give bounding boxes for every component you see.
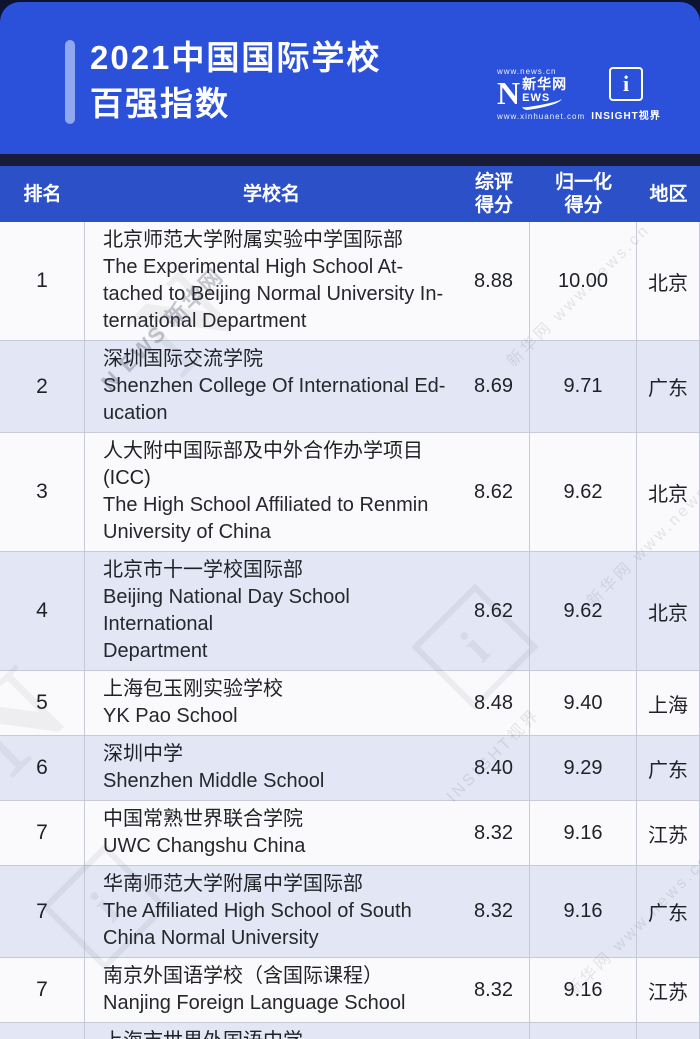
school-name-cn: 南京外国语学校（含国际课程） [103, 965, 383, 987]
rank-value: 7 [0, 866, 85, 957]
school-name-cell: 北京市十一学校国际部 Beijing National Day School I… [85, 552, 458, 670]
rank-value: 7 [0, 958, 85, 1022]
insight-logo: i INSIGHT视界 [590, 67, 662, 122]
column-header-normalized: 归一化 得分 [554, 172, 612, 216]
region-value: 江苏 [637, 801, 700, 865]
title-banner: 2021中国国际学校 百强指数 www.news.cn N 新华网 EWS ww… [0, 2, 700, 154]
column-header-rank: 排名 [23, 183, 62, 205]
region-value: 上海 [637, 1023, 700, 1039]
school-name-en: Shenzhen Middle School [103, 770, 325, 792]
school-name-en: YK Pao School [103, 705, 238, 727]
normalized-score-value: 9.62 [530, 433, 637, 551]
region-value: 广东 [637, 866, 700, 957]
school-name-cn: 北京市十一学校国际部 [103, 559, 303, 581]
school-name-cn: 北京师范大学附属实验中学国际部 [103, 229, 403, 251]
school-name-cn: 深圳中学 [103, 743, 183, 765]
score-value: 8.88 [458, 222, 530, 340]
rank-value: 1 [0, 222, 85, 340]
table-header-row: 排名 学校名 综评 得分 归一化 得分 地区 [0, 166, 700, 222]
table-row: 2 深圳国际交流学院 Shenzhen College Of Internati… [0, 341, 700, 433]
score-value: 8.48 [458, 671, 530, 735]
school-name-cn: 华南师范大学附属中学国际部 [103, 873, 363, 895]
rank-value: 4 [0, 552, 85, 670]
school-name-cell: 中国常熟世界联合学院 UWC Changshu China [85, 801, 458, 865]
school-name-cn: 上海包玉刚实验学校 [103, 678, 283, 700]
normalized-score-value: 9.40 [530, 671, 637, 735]
rank-value: 6 [0, 736, 85, 800]
score-value: 8.32 [458, 958, 530, 1022]
normalized-score-value: 9.71 [530, 341, 637, 432]
insight-label: INSIGHT视界 [591, 111, 661, 122]
column-header-school: 学校名 [242, 183, 300, 205]
ranking-table-body: 1 北京师范大学附属实验中学国际部 The Experimental High … [0, 221, 700, 1039]
rank-value: 2 [0, 341, 85, 432]
banner-table-divider [0, 154, 700, 166]
xinhua-cn-label: 新华网 [522, 76, 568, 92]
score-value: 8.32 [458, 866, 530, 957]
region-value: 北京 [637, 552, 700, 670]
school-name-en: The Experimental High School At- tached … [103, 256, 444, 332]
normalized-score-value: 9.15 [530, 1023, 637, 1039]
table-row: 7 中国常熟世界联合学院 UWC Changshu China 8.32 9.1… [0, 801, 700, 866]
page-title: 2021中国国际学校 百强指数 [90, 39, 382, 122]
score-value: 8.69 [458, 341, 530, 432]
normalized-score-value: 9.16 [530, 866, 637, 957]
normalized-score-value: 9.29 [530, 736, 637, 800]
school-name-cell: 华南师范大学附属中学国际部 The Affiliated High School… [85, 866, 458, 957]
rank-value: 7 [0, 801, 85, 865]
region-value: 江苏 [637, 958, 700, 1022]
column-header-score: 综评 得分 [474, 172, 513, 216]
score-value: 8.62 [458, 433, 530, 551]
school-name-en: UWC Changshu China [103, 835, 306, 857]
xinhua-url-bottom: www.xinhuanet.com [497, 112, 586, 121]
normalized-score-value: 9.16 [530, 958, 637, 1022]
xinhuanet-logo: www.news.cn N 新华网 EWS www.xinhuanet.com [497, 67, 586, 121]
school-name-cn: 上海市世界外国语中学 [103, 1028, 446, 1039]
score-value: 8.32 [458, 801, 530, 865]
table-row: 7 南京外国语学校（含国际课程） Nanjing Foreign Languag… [0, 958, 700, 1023]
school-name-en: The High School Affiliated to Renmin Uni… [103, 494, 429, 543]
school-name-cn: 中国常熟世界联合学院 [103, 808, 303, 830]
table-row: 6 深圳中学 Shenzhen Middle School 8.40 9.29 … [0, 736, 700, 801]
table-row: 1 北京师范大学附属实验中学国际部 The Experimental High … [0, 222, 700, 341]
table-row: 4 北京市十一学校国际部 Beijing National Day School… [0, 552, 700, 671]
school-name-cell: 上海包玉刚实验学校 YK Pao School [85, 671, 458, 735]
insight-i-icon: i [609, 67, 643, 101]
normalized-score-value: 9.62 [530, 552, 637, 670]
region-value: 广东 [637, 736, 700, 800]
score-value: 8.62 [458, 552, 530, 670]
school-name-en: Shenzhen College Of International Ed- uc… [103, 375, 446, 424]
school-name-cell: 人大附中国际部及中外合作办学项目(ICC) The High School Af… [85, 433, 458, 551]
score-value: 8.31 [458, 1023, 530, 1039]
table-row: 3 人大附中国际部及中外合作办学项目(ICC) The High School … [0, 433, 700, 552]
normalized-score-value: 9.16 [530, 801, 637, 865]
school-name-cell: 深圳中学 Shenzhen Middle School [85, 736, 458, 800]
xinhua-n-mark: N [497, 75, 521, 111]
rank-value: 10 [0, 1023, 85, 1039]
rank-value: 3 [0, 433, 85, 551]
region-value: 广东 [637, 341, 700, 432]
school-name-cell: 上海市世界外国语中学 Shanghai World Foreign Langua… [85, 1023, 458, 1039]
column-header-region: 地区 [649, 183, 688, 205]
school-name-en: Beijing National Day School Internationa… [103, 586, 350, 662]
school-name-cell: 南京外国语学校（含国际课程） Nanjing Foreign Language … [85, 958, 458, 1022]
school-name-cell: 深圳国际交流学院 Shenzhen College Of Internation… [85, 341, 458, 432]
normalized-score-value: 10.00 [530, 222, 637, 340]
table-row: 7 华南师范大学附属中学国际部 The Affiliated High Scho… [0, 866, 700, 958]
school-name-cn: 深圳国际交流学院 [103, 348, 263, 370]
title-accent-bar [65, 40, 75, 124]
xinhua-ews-label: EWS [522, 92, 551, 104]
score-value: 8.40 [458, 736, 530, 800]
region-value: 北京 [637, 222, 700, 340]
table-row: 5 上海包玉刚实验学校 YK Pao School 8.48 9.40 上海 [0, 671, 700, 736]
school-name-en: The Affiliated High School of South Chin… [103, 900, 412, 949]
school-name-en: Nanjing Foreign Language School [103, 992, 406, 1014]
table-row: 10 上海市世界外国语中学 Shanghai World Foreign Lan… [0, 1023, 700, 1039]
rank-value: 5 [0, 671, 85, 735]
region-value: 北京 [637, 433, 700, 551]
school-name-cn: 人大附中国际部及中外合作办学项目(ICC) [103, 440, 423, 489]
school-name-cell: 北京师范大学附属实验中学国际部 The Experimental High Sc… [85, 222, 458, 340]
region-value: 上海 [637, 671, 700, 735]
xinhua-url-top: www.news.cn [497, 67, 557, 76]
